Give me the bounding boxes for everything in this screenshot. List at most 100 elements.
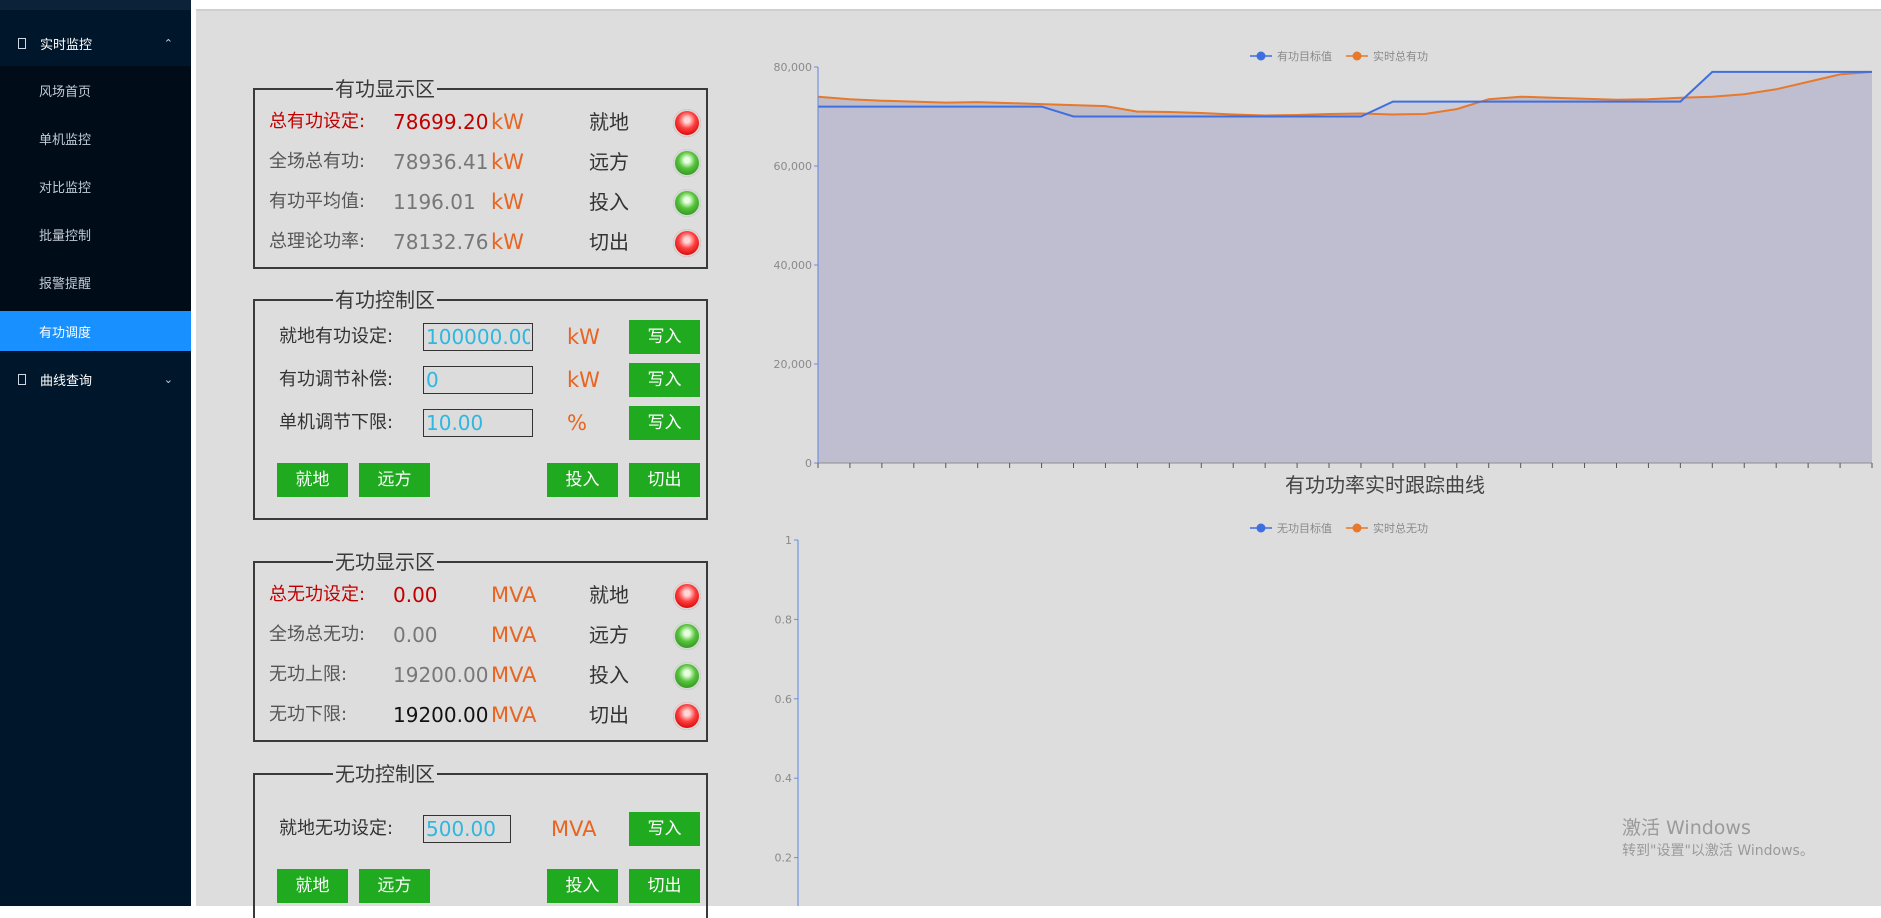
watermark-line1: 激活 Windows <box>1622 817 1751 839</box>
menu-group-label: 曲线查询 <box>40 373 93 389</box>
sidebar-item-batch-control[interactable]: 批量控制 <box>39 228 92 244</box>
legend-item: 有功目标值 <box>1250 49 1332 63</box>
row-mode: 切出 <box>589 703 629 727</box>
row-unit: kW <box>491 190 524 214</box>
legend-marker <box>1256 51 1266 61</box>
enable-button[interactable]: 投入 <box>547 869 618 903</box>
local-button[interactable]: 就地 <box>277 869 348 903</box>
row-unit: MVA <box>491 703 537 727</box>
windows-activation-watermark: 激活 Windows 转到"设置"以激活 Windows。 <box>1622 816 1814 862</box>
write-button[interactable]: 写入 <box>629 812 700 846</box>
row-unit: kW <box>491 230 524 254</box>
local-active-setpoint-input[interactable] <box>423 323 533 351</box>
row-label: 全场总无功: <box>269 624 366 645</box>
write-button[interactable]: 写入 <box>629 406 700 440</box>
active-compensation-input[interactable] <box>423 366 533 394</box>
legend-marker <box>1256 523 1266 533</box>
y-tick-label: 40,000 <box>774 259 813 272</box>
status-led-green <box>673 149 701 177</box>
menu-group-realtime[interactable]: 实时监控 ⌃ <box>0 22 191 64</box>
chevron-up-icon: ⌃ <box>163 36 173 50</box>
menu-square-icon <box>18 37 26 49</box>
status-led-green <box>673 622 701 650</box>
legend-item: 实时总无功 <box>1346 521 1428 535</box>
display-row: 总无功设定: 0.00 MVA 就地 <box>269 580 701 610</box>
row-mode: 投入 <box>589 663 629 687</box>
watermark-line2: 转到"设置"以激活 Windows。 <box>1622 843 1814 859</box>
target-line <box>818 70 1872 118</box>
menu-group-label: 实时监控 <box>40 37 93 53</box>
row-mode: 远方 <box>589 150 629 174</box>
y-tick-label: 1 <box>785 534 792 547</box>
y-tick-label: 20,000 <box>774 358 813 371</box>
legend-marker <box>1352 51 1362 61</box>
write-button[interactable]: 写入 <box>629 320 700 354</box>
legend-label: 实时总无功 <box>1373 521 1428 535</box>
y-tick-label: 0.6 <box>775 693 793 706</box>
status-led-red <box>673 702 701 730</box>
chevron-down-icon: ⌄ <box>163 372 173 386</box>
control-row: 就地无功设定: MVA 写入 <box>279 812 700 846</box>
row-label: 无功上限: <box>269 664 348 685</box>
row-label: 总无功设定: <box>269 584 366 605</box>
y-tick-label: 80,000 <box>774 61 813 74</box>
panel-title: 有功显示区 <box>333 76 437 102</box>
display-row: 无功下限: 19200.00 MVA 切出 <box>269 700 701 730</box>
row-unit: MVA <box>491 583 537 607</box>
disable-button[interactable]: 切出 <box>629 463 700 497</box>
write-button[interactable]: 写入 <box>629 363 700 397</box>
row-label: 无功下限: <box>269 704 348 725</box>
active-display-panel: 有功显示区 总有功设定: 78699.20 kW 就地 全场总有功: 78936… <box>253 76 708 269</box>
local-button[interactable]: 就地 <box>277 463 348 497</box>
row-value: 1196.01 <box>393 190 476 214</box>
row-label: 有功调节补偿: <box>279 369 394 390</box>
row-label: 全场总有功: <box>269 151 366 172</box>
row-unit: kW <box>491 110 524 134</box>
status-led-green <box>673 189 701 217</box>
remote-button[interactable]: 远方 <box>359 869 430 903</box>
control-row: 就地有功设定: kW 写入 <box>279 320 700 354</box>
reactive-display-panel: 无功显示区 总无功设定: 0.00 MVA 就地 全场总无功: 0.00 MVA… <box>253 549 708 742</box>
reactive-control-panel: 无功控制区 就地无功设定: MVA 写入 就地 远方 投入 切出 <box>253 761 708 918</box>
sidebar-item-single-monitor[interactable]: 单机监控 <box>39 132 92 148</box>
control-row: 有功调节补偿: kW 写入 <box>279 363 700 397</box>
disable-button[interactable]: 切出 <box>629 869 700 903</box>
row-label: 就地有功设定: <box>279 326 394 347</box>
reactive-power-chart: 无功目标值 实时总无功 0.2 0.4 0.6 0.8 1 <box>775 521 1428 906</box>
sidebar-top-bar <box>0 0 191 10</box>
display-row: 无功上限: 19200.00 MVA 投入 <box>269 660 701 690</box>
sidebar-item-wind-home[interactable]: 风场首页 <box>39 84 92 100</box>
chart-title: 有功功率实时跟踪曲线 <box>1285 473 1485 496</box>
sidebar-item-alarm[interactable]: 报警提醒 <box>39 276 92 292</box>
row-label: 总有功设定: <box>269 111 366 132</box>
legend-label: 实时总有功 <box>1373 49 1428 63</box>
row-unit: kW <box>567 368 600 392</box>
target-area <box>818 71 1872 464</box>
sidebar-item-compare-monitor[interactable]: 对比监控 <box>39 180 92 196</box>
enable-button[interactable]: 投入 <box>547 463 618 497</box>
row-mode: 就地 <box>589 110 629 134</box>
row-label: 总理论功率: <box>269 231 366 252</box>
row-unit: kW <box>491 150 524 174</box>
row-value: 0.00 <box>393 583 438 607</box>
legend-item: 无功目标值 <box>1250 521 1332 535</box>
unit-lower-limit-input[interactable] <box>423 409 533 437</box>
control-row: 单机调节下限: % 写入 <box>279 406 700 440</box>
panel-title: 无功显示区 <box>333 549 437 575</box>
legend-label: 无功目标值 <box>1277 521 1332 535</box>
local-reactive-setpoint-input[interactable] <box>423 815 511 843</box>
submenu <box>0 66 191 352</box>
panel-title: 有功控制区 <box>333 287 437 313</box>
row-value: 19200.00 <box>393 663 489 687</box>
legend-item: 实时总有功 <box>1346 49 1428 63</box>
sidebar-item-active-dispatch[interactable]: 有功调度 <box>0 311 191 351</box>
remote-button[interactable]: 远方 <box>359 463 430 497</box>
y-tick-label: 60,000 <box>774 160 813 173</box>
main-content: 有功显示区 总有功设定: 78699.20 kW 就地 全场总有功: 78936… <box>196 0 1881 918</box>
menu-square-icon <box>18 373 26 385</box>
status-led-red <box>673 109 701 137</box>
row-unit: MVA <box>551 817 597 841</box>
menu-group-curve[interactable]: 曲线查询 ⌄ <box>0 358 191 400</box>
sidebar: 实时监控 ⌃ 风场首页 单机监控 对比监控 批量控制 报警提醒 有功调度 曲线查… <box>0 0 191 906</box>
row-value: 0.00 <box>393 623 438 647</box>
